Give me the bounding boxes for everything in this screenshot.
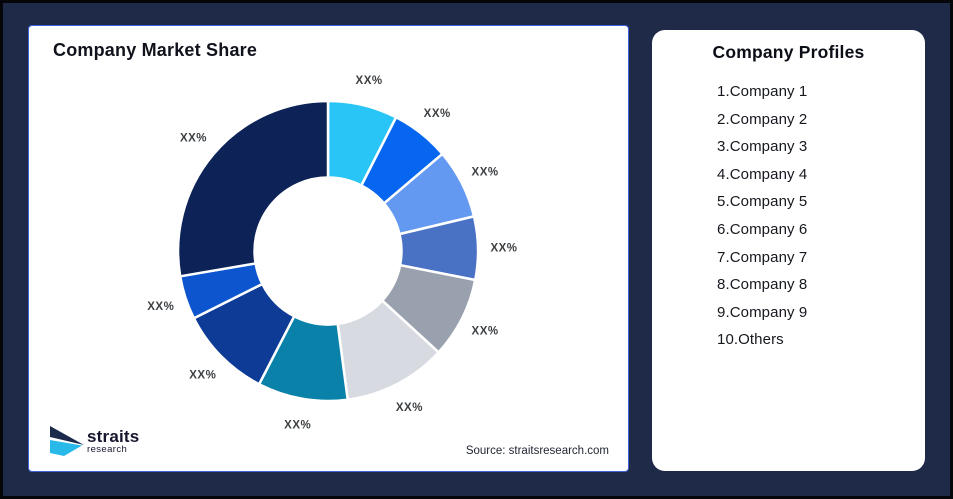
segment-value-label: XX% bbox=[472, 325, 499, 337]
segment-value-label: XX% bbox=[180, 133, 207, 145]
company-profiles-panel: Company Profiles 1.Company 1 2.Company 2… bbox=[652, 30, 925, 471]
company-list-item: 8.Company 8 bbox=[717, 276, 808, 294]
segment-value-label: XX% bbox=[472, 167, 499, 179]
company-list-item: 9.Company 9 bbox=[717, 303, 808, 321]
straits-arrow-icon bbox=[50, 426, 84, 456]
company-list-item: 10.Others bbox=[717, 331, 784, 349]
company-list-item: 6.Company 6 bbox=[717, 220, 808, 238]
company-list-item: 5.Company 5 bbox=[717, 193, 808, 211]
segment-value-label: XX% bbox=[396, 402, 423, 414]
logo-sub-text: research bbox=[87, 444, 128, 456]
source-attribution: Source: straitsresearch.com bbox=[465, 445, 609, 457]
market-share-panel: Company Market Share XX% XX% XX% XX% XX% XX% X… bbox=[28, 25, 629, 472]
segment-value-label: XX% bbox=[284, 419, 311, 431]
logo-arrow-bottom-shape bbox=[50, 440, 82, 456]
straits-research-logo: straits research bbox=[50, 426, 140, 457]
donut-chart: XX% XX% XX% XX% XX% XX% XX% XX% XX% XX% bbox=[147, 75, 517, 431]
logo-arrow-top-shape bbox=[50, 426, 84, 445]
company-list-item: 4.Company 4 bbox=[717, 165, 808, 183]
segment-value-label: XX% bbox=[490, 243, 517, 255]
segment-value-label: XX% bbox=[356, 75, 383, 87]
chart-title: Company Market Share bbox=[53, 40, 258, 60]
logo-brand-text: straits bbox=[87, 426, 140, 446]
company-list-item: 7.Company 7 bbox=[717, 248, 808, 266]
donut-segment-others bbox=[176, 99, 330, 278]
segment-value-label: XX% bbox=[424, 108, 451, 120]
logo-wordmark: straits research bbox=[87, 426, 140, 456]
company-list-item: 2.Company 2 bbox=[717, 110, 808, 128]
segment-value-label: XX% bbox=[147, 301, 174, 313]
company-list-item: 1.Company 1 bbox=[717, 83, 808, 100]
segment-value-label: XX% bbox=[189, 370, 216, 382]
company-list: 1.Company 1 2.Company 2 3.Company 3 4.Co… bbox=[717, 84, 915, 347]
profiles-title: Company Profiles bbox=[712, 42, 865, 62]
company-list-item: 3.Company 3 bbox=[717, 138, 808, 156]
